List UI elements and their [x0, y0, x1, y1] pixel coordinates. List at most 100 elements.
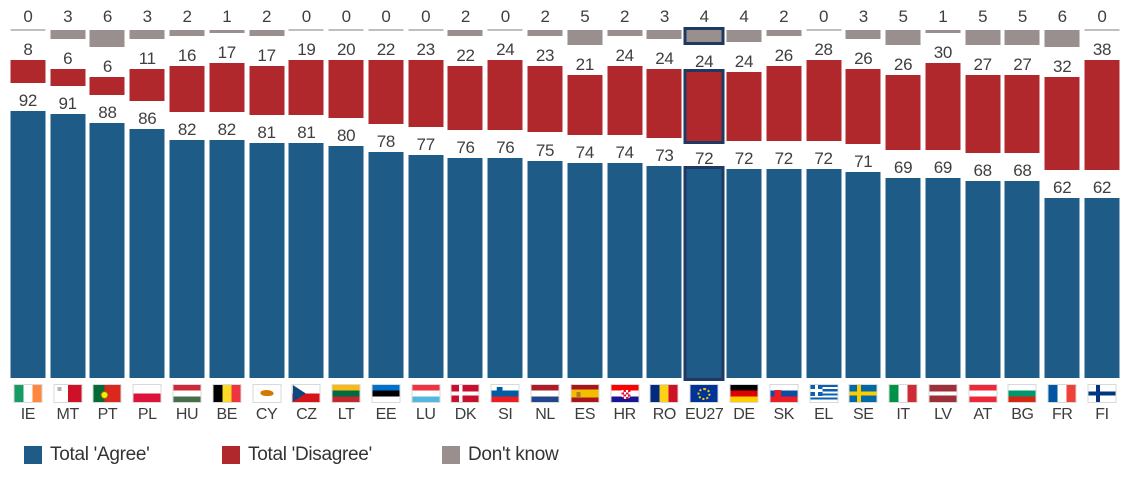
disagree-value-label: 11: [138, 48, 156, 68]
country-column-lt: 0 20 80 LT: [326, 0, 366, 430]
disagree-bar: [1044, 77, 1080, 171]
dontknow-value-label: 0: [421, 7, 431, 26]
agree-bar: [129, 128, 165, 378]
dontknow-zero-line: [1084, 29, 1120, 31]
country-column-at: 5 27 68 AT: [963, 0, 1003, 430]
dontknow-value-label: 6: [102, 7, 113, 26]
slovenia-flag: [490, 384, 520, 403]
country-column-lv: 1 30 69 LV: [923, 0, 963, 430]
disagree-value-label: 38: [1092, 40, 1112, 59]
disagree-bar: [169, 65, 205, 113]
agree-value-label: 78: [376, 131, 396, 151]
ireland-flag: [13, 384, 43, 403]
agree-value-label: 74: [575, 143, 595, 163]
denmark-flag: [450, 384, 480, 403]
country-code-label: FR: [1051, 406, 1073, 423]
croatia-flag: [610, 384, 640, 403]
dontknow-value-label: 0: [23, 7, 33, 26]
disagree-value-label: 24: [695, 51, 714, 71]
agree-bar: [368, 151, 404, 378]
country-column-bg: 5 27 68 BG: [1003, 0, 1043, 430]
country-column-pt: 6 6 88 PT: [88, 0, 128, 430]
lithuania-flag: [331, 384, 361, 403]
dontknow-bar: [925, 30, 961, 33]
agree-value-label: 86: [138, 108, 157, 128]
agree-bar: [1004, 180, 1040, 378]
country-column-fi: 0 38 62 FI: [1082, 0, 1122, 430]
dontknow-bar: [766, 30, 802, 36]
agree-value-label: 92: [18, 91, 38, 111]
country-code-label: EE: [375, 406, 397, 423]
cyprus-flag: [252, 384, 282, 403]
country-code-label: NL: [535, 406, 555, 423]
country-column-el: 0 28 72 EL: [804, 0, 844, 430]
bulgaria-flag: [1007, 384, 1037, 403]
disagree-bar: [646, 68, 682, 139]
disagree-bar: [447, 65, 483, 130]
disagree-bar: [686, 71, 722, 142]
sweden-flag: [848, 384, 878, 403]
finland-flag: [1087, 384, 1117, 403]
agree-value-label: 77: [416, 134, 436, 154]
dontknow-bar: [50, 30, 86, 39]
chart-area: 0 8 92 IE 3 6 91 MT 6 6 88 PT 3 11 86 PL 2 16 82 HU 1 17 82 BE 2…: [8, 0, 1122, 430]
country-code-label: LT: [337, 406, 355, 423]
disagree-bar: [965, 74, 1001, 153]
dontknow-value-label: 5: [978, 7, 988, 26]
disagree-value-label: 16: [177, 45, 197, 65]
disagree-bar: [607, 65, 643, 136]
agree-bar: [607, 163, 643, 378]
disagree-value-label: 19: [297, 40, 316, 59]
disagree-value-label: 24: [615, 45, 634, 65]
country-code-label: SI: [498, 406, 513, 423]
agree-value-label: 73: [655, 146, 674, 166]
country-column-dk: 2 22 76 DK: [446, 0, 486, 430]
disagree-bar: [368, 60, 404, 124]
country-code-label: SK: [773, 406, 794, 423]
disagree-bar: [209, 62, 245, 113]
malta-flag: [53, 384, 83, 403]
dontknow-value-label: 3: [142, 7, 152, 26]
agree-bar: [209, 140, 245, 378]
dontknow-bar: [686, 30, 722, 42]
country-code-label: MT: [56, 406, 80, 423]
dontknow-bar: [1004, 30, 1040, 45]
disagree-bar: [328, 60, 364, 118]
country-code-label: HR: [613, 406, 636, 423]
agree-bar: [487, 157, 523, 378]
agree-bar: [567, 163, 603, 378]
legend: Total 'Agree' Total 'Disagree' Don't kno…: [0, 443, 1130, 473]
disagree-bar: [925, 62, 961, 150]
country-code-label: ES: [574, 406, 596, 423]
agree-bar: [925, 177, 961, 378]
dontknow-value-label: 2: [460, 7, 471, 26]
disagree-bar: [249, 65, 285, 116]
agree-value-label: 69: [933, 157, 953, 177]
netherlands-flag: [530, 384, 560, 403]
czechia-flag: [291, 384, 321, 403]
agree-value-label: 82: [177, 120, 197, 140]
dontknow-bar: [646, 30, 682, 39]
disagree-value-label: 27: [973, 54, 992, 74]
agree-value-label: 69: [893, 157, 913, 177]
agree-value-label: 72: [695, 149, 714, 169]
country-code-label: SE: [853, 406, 874, 423]
disagree-bar: [726, 71, 762, 142]
agree-value-label: 72: [774, 149, 794, 169]
dontknow-zero-line: [328, 29, 364, 31]
country-column-se: 3 26 71 SE: [843, 0, 883, 430]
agree-bar: [965, 180, 1001, 378]
country-column-nl: 2 23 75 NL: [525, 0, 565, 430]
dontknow-value-label: 0: [500, 7, 510, 26]
country-column-ie: 0 8 92 IE: [8, 0, 48, 430]
agree-bar: [447, 157, 483, 378]
agree-value-label: 76: [496, 137, 515, 157]
disagree-value-label: 22: [376, 40, 396, 59]
disagree-bar: [1084, 60, 1120, 171]
country-column-be: 1 17 82 BE: [207, 0, 247, 430]
disagree-bar: [89, 77, 125, 95]
country-column-cy: 2 17 81 CY: [247, 0, 287, 430]
luxembourg-flag: [411, 384, 441, 403]
legend-item-disagree: Total 'Disagree': [222, 443, 372, 467]
dontknow-value-label: 4: [739, 7, 749, 26]
